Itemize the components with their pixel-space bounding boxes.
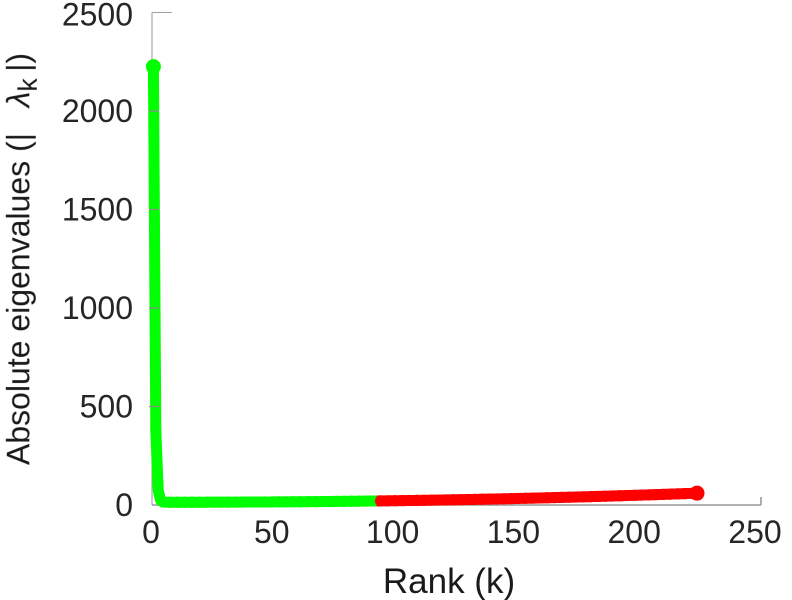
svg-text:150: 150 (487, 514, 540, 550)
svg-text:2000: 2000 (62, 93, 133, 129)
svg-text:200: 200 (608, 514, 661, 550)
svg-text:2500: 2500 (62, 0, 133, 33)
svg-text:0: 0 (142, 514, 160, 550)
svg-text:1000: 1000 (62, 290, 133, 326)
svg-text:1500: 1500 (62, 192, 133, 228)
svg-text:500: 500 (80, 389, 133, 425)
svg-text:50: 50 (254, 514, 290, 550)
svg-text:0: 0 (115, 487, 133, 523)
svg-text:250: 250 (728, 514, 781, 550)
svg-text:100: 100 (366, 514, 419, 550)
